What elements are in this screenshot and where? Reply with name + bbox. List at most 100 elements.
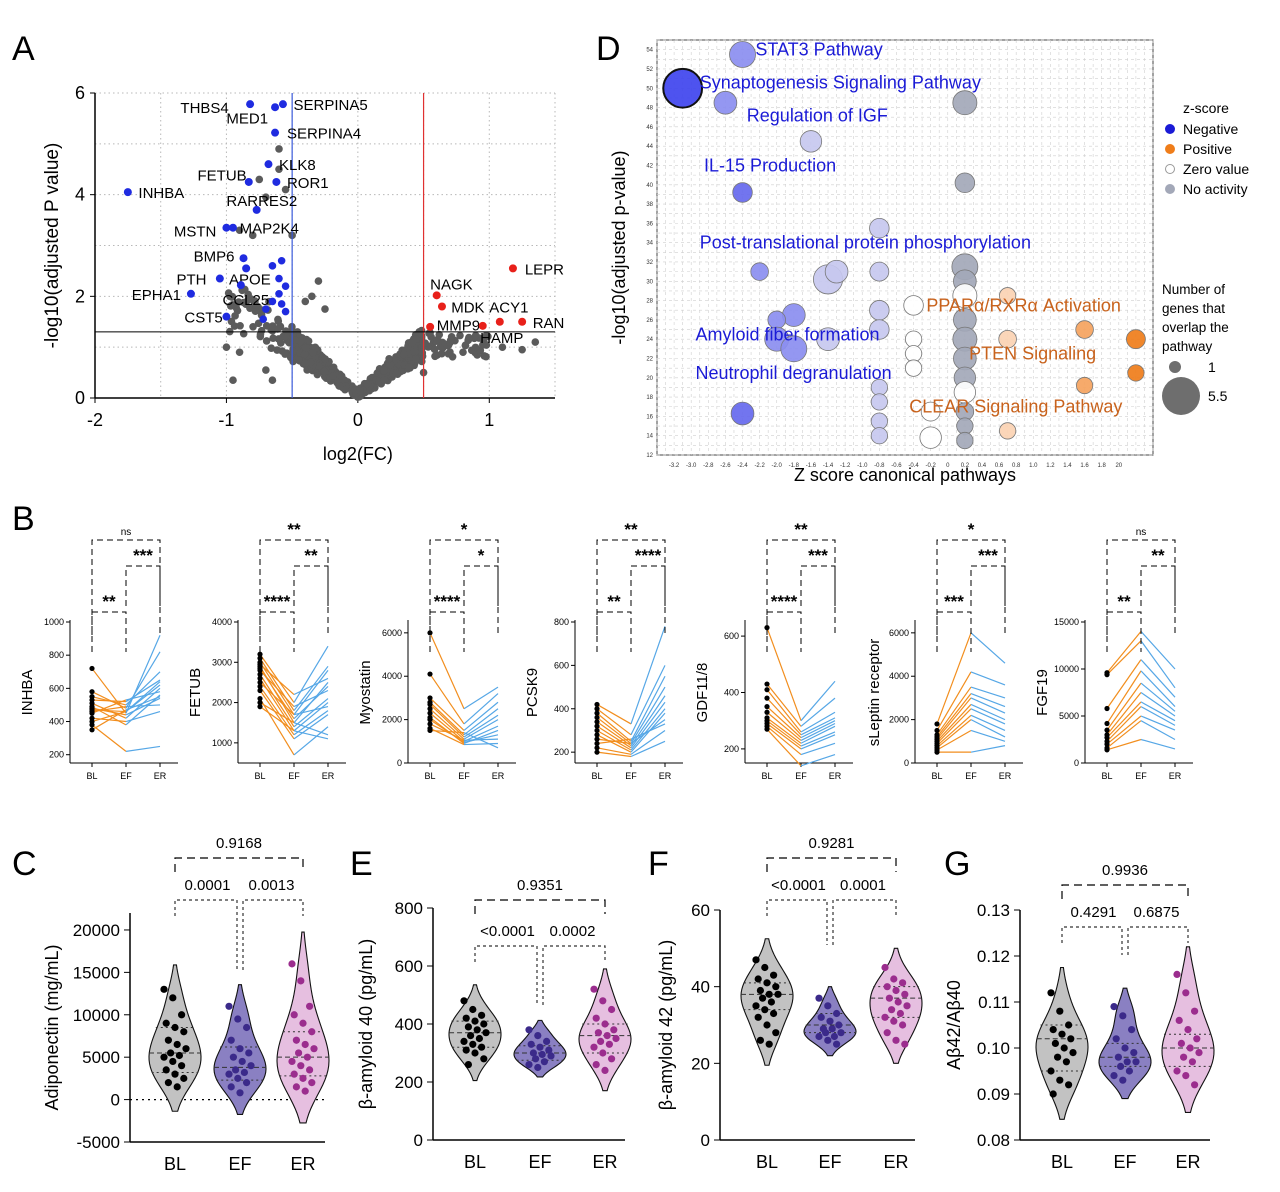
gene-point (386, 360, 395, 369)
subject-line-bl-ef (429, 729, 465, 734)
y-tick-label: 10000 (1054, 664, 1079, 674)
y-axis-label: Myostatin (357, 660, 374, 724)
x-tick-label: 1.6 (1080, 463, 1089, 469)
data-point (236, 1089, 244, 1097)
subject-line-bl-ef (766, 728, 802, 767)
pathway-bubble (662, 67, 704, 109)
data-point (754, 1013, 762, 1021)
data-point (752, 956, 760, 964)
x-tick-label: -0.4 (908, 463, 919, 469)
y-tick-label: 800 (395, 899, 423, 918)
data-point (1121, 1044, 1129, 1052)
y-tick-label: 0.11 (978, 993, 1010, 1012)
gene-point (471, 343, 480, 352)
gene-point-neg (229, 223, 237, 232)
y-tick-label: 600 (554, 660, 569, 670)
x-tick-label: EF (795, 771, 807, 781)
subject-line-bl-ef (936, 632, 972, 725)
gene-label: CST5 (184, 310, 222, 327)
baseline-point (1104, 720, 1110, 727)
data-point (243, 1079, 251, 1087)
gene-label: MDK (451, 300, 484, 317)
data-point (833, 1040, 841, 1048)
subject-line-bl-ef (936, 704, 972, 742)
data-point (752, 1002, 760, 1010)
data-point (297, 977, 305, 985)
pvalue-bracket (832, 899, 897, 945)
subject-line-bl-ef (936, 697, 972, 740)
x-tick-label: ER (829, 771, 842, 781)
data-point (759, 994, 767, 1002)
significance-label: * (461, 520, 468, 539)
subject-line-ef-er (463, 686, 499, 710)
x-axis-label: Z score canonical pathways (794, 465, 1016, 485)
pathway-bubble (1127, 364, 1145, 382)
subject-line-ef-er (1140, 715, 1176, 731)
gene-point (275, 145, 283, 153)
subject-line-bl-ef (766, 723, 802, 750)
subject-line-bl-ef (259, 653, 295, 703)
x-tick-label: -1 (218, 410, 234, 430)
baseline-point (1104, 741, 1110, 747)
data-point (830, 1032, 839, 1041)
data-point (1110, 1003, 1118, 1011)
data-point (532, 1055, 540, 1063)
pathway-bubble (919, 426, 942, 449)
gene-point (281, 185, 290, 194)
y-tick-label: 1000 (212, 738, 232, 748)
legend-size-swatch (1169, 361, 1181, 373)
data-point (592, 1061, 600, 1069)
data-point (162, 1066, 170, 1074)
pathway-label: PTEN Signaling (969, 344, 1096, 364)
gene-point (461, 341, 470, 349)
y-tick-label: 6000 (382, 628, 402, 638)
subject-line-bl-ef (1106, 715, 1142, 745)
data-point (899, 1021, 907, 1029)
x-tick-label: BL (756, 1152, 778, 1172)
y-tick-label: 50 (646, 86, 653, 92)
data-point (475, 1034, 483, 1043)
subject-line-ef-er (125, 635, 161, 714)
baseline-point (427, 701, 433, 708)
panel-letter-c: C (12, 845, 37, 883)
subject-line-bl-ef (259, 669, 295, 708)
pathway-bubble (780, 335, 808, 363)
baseline-point (257, 699, 263, 706)
gene-label: HAMP (480, 330, 523, 347)
pvalue-label: 0.9168 (216, 835, 262, 852)
data-point (1193, 1035, 1201, 1043)
subject-line-ef-er (293, 677, 329, 696)
subject-line-ef-er (630, 695, 666, 746)
baseline-point (89, 727, 95, 733)
pathway-label: Synaptogenesis Signaling Pathway (700, 72, 981, 92)
data-point (243, 1023, 251, 1032)
pathway-label: IL-15 Production (704, 155, 836, 175)
data-point (881, 963, 889, 972)
pathway-bubble (729, 41, 756, 68)
y-tick-label: 4000 (212, 617, 232, 627)
gene-point (255, 175, 264, 184)
x-tick-label: 1.0 (1029, 463, 1038, 469)
x-tick-label: EF (120, 771, 132, 781)
pathway-bubble (816, 327, 840, 351)
pvalue-label: 0.0001 (185, 877, 231, 894)
pvalue-label: 0.4291 (1071, 904, 1117, 921)
gene-point (314, 277, 323, 285)
x-tick-label: 1.4 (1063, 463, 1072, 469)
subject-line-ef-er (800, 697, 836, 727)
data-point (171, 1070, 179, 1078)
y-axis-label: GDF11/8 (694, 663, 711, 723)
y-tick-label: 0.10 (977, 1039, 1010, 1058)
subject-line-ef-er (630, 626, 666, 725)
gene-label: INHBA (138, 185, 184, 202)
subject-line-ef-er (970, 693, 1006, 708)
gene-point-neg (222, 223, 231, 232)
pvalue-label: 0.9936 (1102, 862, 1148, 879)
data-point (1119, 1076, 1127, 1084)
legend-size-title: overlap the (1162, 320, 1229, 335)
y-tick-label: 2 (75, 286, 85, 306)
significance-bracket (630, 565, 666, 606)
data-point (590, 1043, 598, 1051)
subject-line-bl-ef (91, 709, 127, 731)
